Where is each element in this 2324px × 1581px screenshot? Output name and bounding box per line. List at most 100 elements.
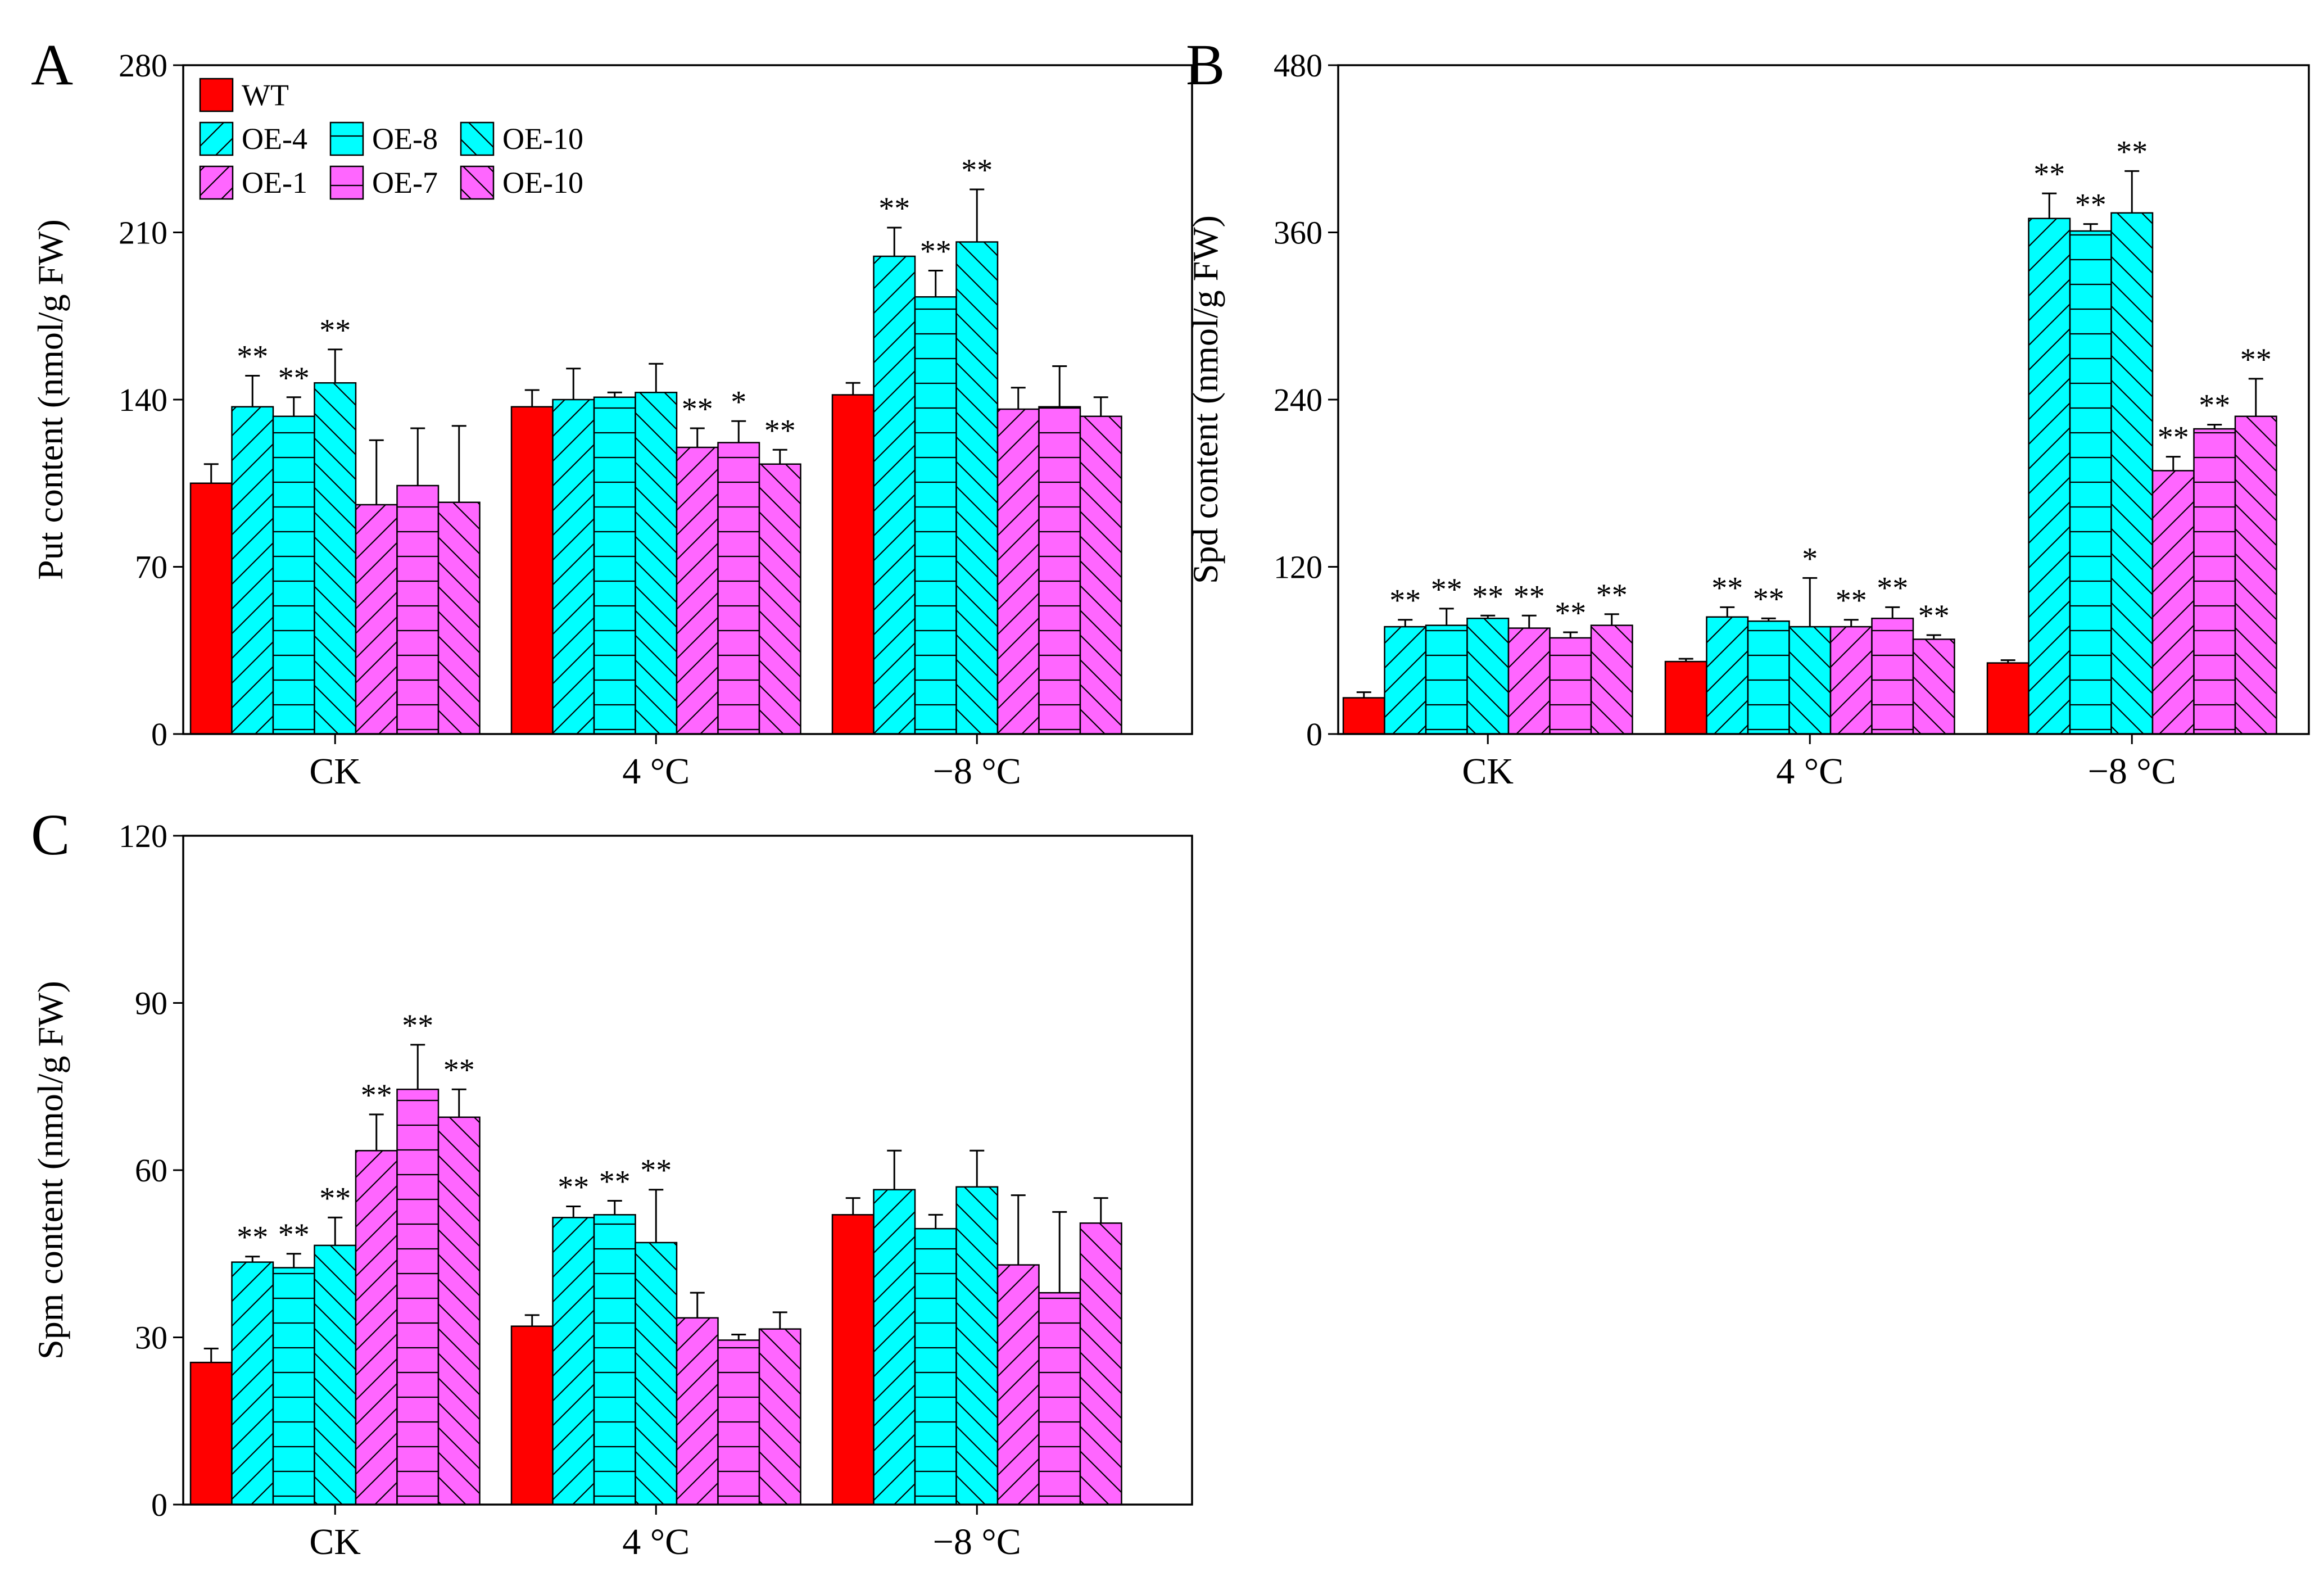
bar-hatch [759, 1329, 801, 1505]
bar-hatch [2028, 218, 2070, 734]
panel-c: C ** ** ** ** ** ** CK ** ** ** 4 °C −8 °C 0 30 60 90 120… [30, 803, 1193, 1562]
bar-hatch [1748, 621, 1790, 734]
bar-hatch [2194, 429, 2235, 734]
bar-hatch [438, 502, 480, 734]
panel-b: B** ** ** ** ****CK** ***** ****4 °C**********… [1185, 33, 2310, 792]
x-tick-label: 4 °C [622, 1521, 690, 1562]
legend-swatch-outline [329, 121, 364, 156]
y-tick-label: 140 [119, 382, 167, 418]
legend-swatch-hatch [330, 166, 363, 199]
legend-swatch-outline [199, 78, 234, 112]
legend-label: OE-10 [502, 122, 583, 156]
significance-label: ** [319, 1181, 351, 1216]
bar-hatch [873, 256, 915, 734]
legend-item: WT [199, 78, 289, 112]
significance-label: * [731, 384, 746, 419]
significance-label: ** [2116, 134, 2148, 169]
y-tick-label: 120 [1274, 549, 1322, 586]
significance-label: ** [1389, 583, 1421, 618]
bar-hatch [397, 1089, 438, 1505]
bar-hatch [873, 1189, 915, 1505]
significance-label: ** [878, 191, 910, 226]
bar-hatch [1080, 1223, 1122, 1505]
bar-hatch [998, 409, 1039, 734]
significance-label: ** [2033, 157, 2065, 192]
significance-label: ** [2199, 388, 2230, 423]
panel-a: A******CK** ***4 °C******−8 °C07014021028… [30, 33, 1193, 792]
legend-swatch-outline [329, 165, 364, 200]
bar-hatch [1039, 1293, 1080, 1505]
legend-swatch-hatch [461, 166, 493, 199]
y-tick-label: 240 [1274, 382, 1322, 418]
significance-label: ** [1431, 572, 1462, 607]
legend-item: OE-7 [329, 165, 438, 200]
bar-hatch [232, 1262, 273, 1505]
significance-label: ** [278, 1217, 310, 1252]
significance-label: ** [1836, 583, 1867, 618]
bar-hatch [438, 1117, 480, 1505]
significance-label: ** [764, 413, 796, 448]
x-tick-label: CK [309, 1521, 361, 1562]
legend-swatch-hatch [330, 123, 363, 155]
bar-hatch [915, 297, 957, 734]
legend-swatch [200, 79, 233, 111]
x-tick-label: −8 °C [2088, 751, 2176, 792]
bar-hatch [1384, 627, 1426, 734]
legend-item: OE-10 [460, 121, 583, 156]
bar-hatch [1426, 625, 1467, 734]
bar [191, 483, 232, 734]
y-tick-label: 60 [135, 1152, 167, 1189]
x-tick-label: 4 °C [622, 751, 690, 792]
bar-hatch [1706, 617, 1748, 734]
y-tick-label: 120 [119, 818, 167, 854]
y-tick-label: 0 [151, 716, 167, 753]
bar-hatch [232, 406, 273, 734]
significance-label: ** [1877, 570, 1908, 605]
bar-hatch [635, 1242, 677, 1505]
significance-label: ** [2075, 188, 2106, 223]
significance-label: ** [361, 1078, 392, 1113]
legend-label: OE-8 [372, 122, 438, 156]
bar-hatch [956, 242, 998, 734]
y-tick-label: 70 [135, 549, 167, 586]
y-axis-label: Spm content (nmol/g FW) [30, 981, 70, 1360]
bar-hatch [1039, 406, 1080, 734]
significance-label: ** [2240, 342, 2272, 377]
bar-hatch [1550, 637, 1591, 734]
significance-label: ** [237, 1220, 268, 1255]
legend-swatch-outline [199, 121, 234, 156]
bar-hatch [2070, 231, 2112, 734]
bar-hatch [1913, 639, 1955, 734]
bar [832, 395, 874, 734]
significance-label: ** [1711, 570, 1743, 605]
bar-hatch [273, 1267, 315, 1505]
bar-hatch [718, 1340, 759, 1505]
significance-label: ** [1918, 599, 1950, 633]
bar-hatch [356, 505, 397, 734]
bar [1665, 662, 1707, 734]
significance-label: ** [599, 1165, 631, 1199]
legend: WT OE-4 OE-8 OE-10 OE-1 OE-7 OE-10 [199, 78, 583, 200]
y-axis-label: Spd content (nmol/g FW) [1185, 215, 1225, 584]
y-tick-label: 30 [135, 1320, 167, 1356]
significance-label: ** [1753, 582, 1784, 617]
significance-label: ** [558, 1170, 589, 1204]
legend-label: OE-4 [242, 122, 307, 156]
bar-hatch [1467, 618, 1508, 734]
bar [511, 1326, 553, 1505]
legend-swatch-hatch [200, 166, 233, 199]
legend-item: OE-8 [329, 121, 438, 156]
bar-hatch [356, 1150, 397, 1505]
legend-swatch-outline [199, 165, 234, 200]
bar-hatch [759, 464, 801, 734]
panels: A******CK** ***4 °C******−8 °C07014021028… [30, 33, 2310, 1562]
bar-hatch [956, 1186, 998, 1505]
panel-letter: B [1186, 33, 1225, 97]
significance-label: ** [920, 234, 952, 269]
bar-hatch [1789, 627, 1831, 734]
significance-label: ** [1555, 596, 1586, 631]
significance-label: ** [1596, 578, 1628, 613]
y-axis-label: Put content (nmol/g FW) [30, 219, 70, 580]
bar-hatch [594, 1215, 636, 1505]
significance-label: ** [443, 1053, 475, 1088]
